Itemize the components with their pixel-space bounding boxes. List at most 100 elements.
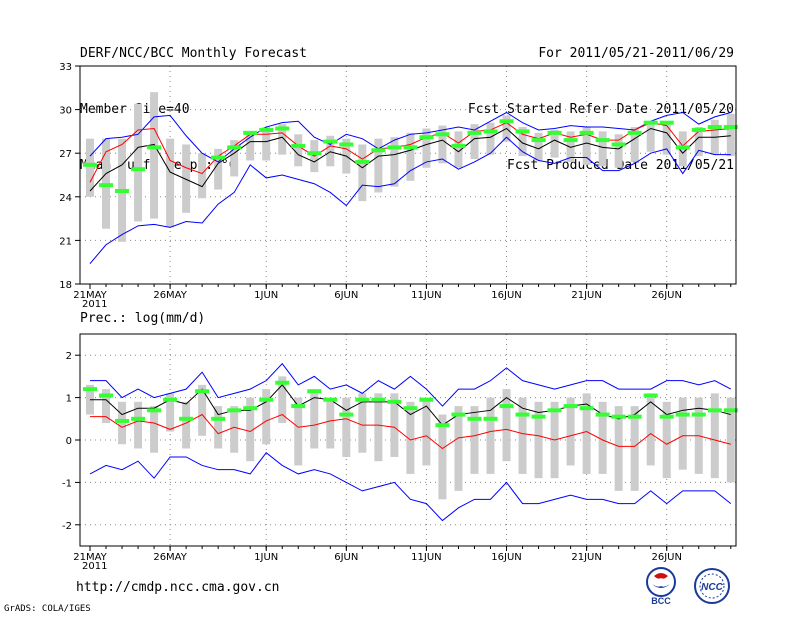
spread-box bbox=[614, 134, 623, 168]
y-tick-label: 18 bbox=[59, 280, 72, 291]
spread-box bbox=[166, 393, 175, 432]
observed-marker bbox=[147, 145, 162, 150]
observed-marker bbox=[611, 414, 626, 419]
spread-box bbox=[454, 131, 463, 168]
observed-marker bbox=[131, 167, 146, 172]
observed-marker bbox=[99, 393, 114, 398]
observed-marker bbox=[579, 130, 594, 135]
y-tick-label: -1 bbox=[62, 478, 72, 489]
ncc-logo: NCC bbox=[694, 568, 730, 604]
spread-box bbox=[662, 401, 671, 479]
observed-marker bbox=[371, 397, 386, 402]
spread-box bbox=[150, 406, 159, 453]
spread-box bbox=[134, 401, 143, 449]
observed-marker bbox=[547, 408, 562, 413]
spread-box bbox=[486, 122, 495, 155]
spread-box bbox=[486, 397, 495, 474]
observed-marker bbox=[227, 408, 242, 413]
observed-marker bbox=[579, 406, 594, 411]
spread-box bbox=[326, 397, 335, 449]
spread-box bbox=[550, 129, 559, 158]
spread-box bbox=[278, 124, 287, 155]
observed-marker bbox=[483, 129, 498, 134]
x-tick-label: 26JUN bbox=[651, 290, 681, 301]
observed-marker bbox=[723, 408, 738, 413]
spread-box bbox=[566, 397, 575, 466]
spread-box bbox=[230, 406, 239, 453]
spread-box bbox=[710, 393, 719, 479]
spread-box bbox=[406, 401, 415, 474]
series-line-max bbox=[89, 111, 731, 163]
observed-marker bbox=[483, 416, 498, 421]
spread-box bbox=[214, 148, 223, 190]
spread-box bbox=[326, 135, 335, 167]
observed-marker bbox=[659, 414, 674, 419]
spread-box bbox=[726, 113, 735, 157]
observed-marker bbox=[435, 423, 450, 428]
spread-box bbox=[422, 128, 431, 168]
observed-marker bbox=[531, 138, 546, 143]
spread-box bbox=[294, 397, 303, 466]
spread-box bbox=[518, 397, 527, 474]
observed-marker bbox=[291, 143, 306, 148]
y-tick-label: 27 bbox=[59, 149, 72, 160]
spread-box bbox=[342, 397, 351, 457]
spread-box bbox=[262, 127, 271, 161]
spread-box bbox=[662, 121, 671, 155]
observed-marker bbox=[627, 414, 642, 419]
observed-marker bbox=[643, 393, 658, 398]
observed-marker bbox=[227, 145, 242, 150]
observed-marker bbox=[451, 412, 466, 417]
observed-marker bbox=[675, 412, 690, 417]
x-tick-sublabel: 2011 bbox=[82, 561, 107, 572]
x-tick-label: 21JUN bbox=[571, 552, 601, 563]
observed-marker bbox=[323, 139, 338, 144]
x-tick-label: 21MAY bbox=[73, 290, 107, 301]
header-right: For 2011/05/21-2011/06/29 Fcst Started R… bbox=[468, 9, 734, 195]
series-line-min bbox=[89, 136, 731, 264]
spread-box bbox=[694, 127, 703, 157]
observed-marker bbox=[307, 151, 322, 156]
spread-box bbox=[230, 140, 239, 177]
precip-title: Prec.: log(mm/d) bbox=[80, 311, 205, 326]
y-tick-label: 0 bbox=[66, 436, 72, 447]
observed-marker bbox=[547, 130, 562, 135]
grads-credit: GrADS: COLA/IGES bbox=[4, 604, 91, 614]
y-tick-label: -2 bbox=[62, 521, 72, 532]
spread-box bbox=[246, 131, 255, 161]
spread-box bbox=[198, 153, 207, 199]
observed-marker bbox=[627, 130, 642, 135]
observed-marker bbox=[451, 143, 466, 148]
plot-frame bbox=[79, 65, 737, 285]
spread-box bbox=[438, 125, 447, 164]
x-tick-label: 21JUN bbox=[571, 290, 601, 301]
observed-marker bbox=[147, 408, 162, 413]
observed-marker bbox=[211, 155, 226, 160]
x-tick-label: 1JUN bbox=[254, 290, 278, 301]
x-tick-label: 11JUN bbox=[411, 290, 441, 301]
observed-marker bbox=[595, 138, 610, 143]
spread-box bbox=[566, 131, 575, 162]
observed-marker bbox=[707, 125, 722, 130]
spread-box bbox=[726, 397, 735, 483]
x-tick-sublabel: 2011 bbox=[82, 299, 107, 310]
spread-box bbox=[262, 389, 271, 445]
source-url[interactable]: http://cmdp.ncc.cma.gov.cn bbox=[76, 580, 280, 595]
observed-marker bbox=[467, 130, 482, 135]
observed-marker bbox=[131, 416, 146, 421]
spread-box bbox=[518, 127, 527, 157]
bcc-logo: BCC bbox=[646, 567, 676, 606]
spread-box bbox=[582, 393, 591, 474]
spread-box bbox=[470, 406, 479, 474]
spread-box bbox=[534, 401, 543, 479]
x-tick-label: 26JUN bbox=[651, 552, 681, 563]
observed-marker bbox=[339, 142, 354, 147]
spread-box bbox=[630, 406, 639, 491]
observed-marker bbox=[419, 135, 434, 140]
x-tick-label: 21MAY bbox=[73, 552, 107, 563]
x-tick-label: 26MAY bbox=[153, 552, 187, 563]
observed-marker bbox=[371, 148, 386, 153]
spread-box bbox=[406, 132, 415, 181]
